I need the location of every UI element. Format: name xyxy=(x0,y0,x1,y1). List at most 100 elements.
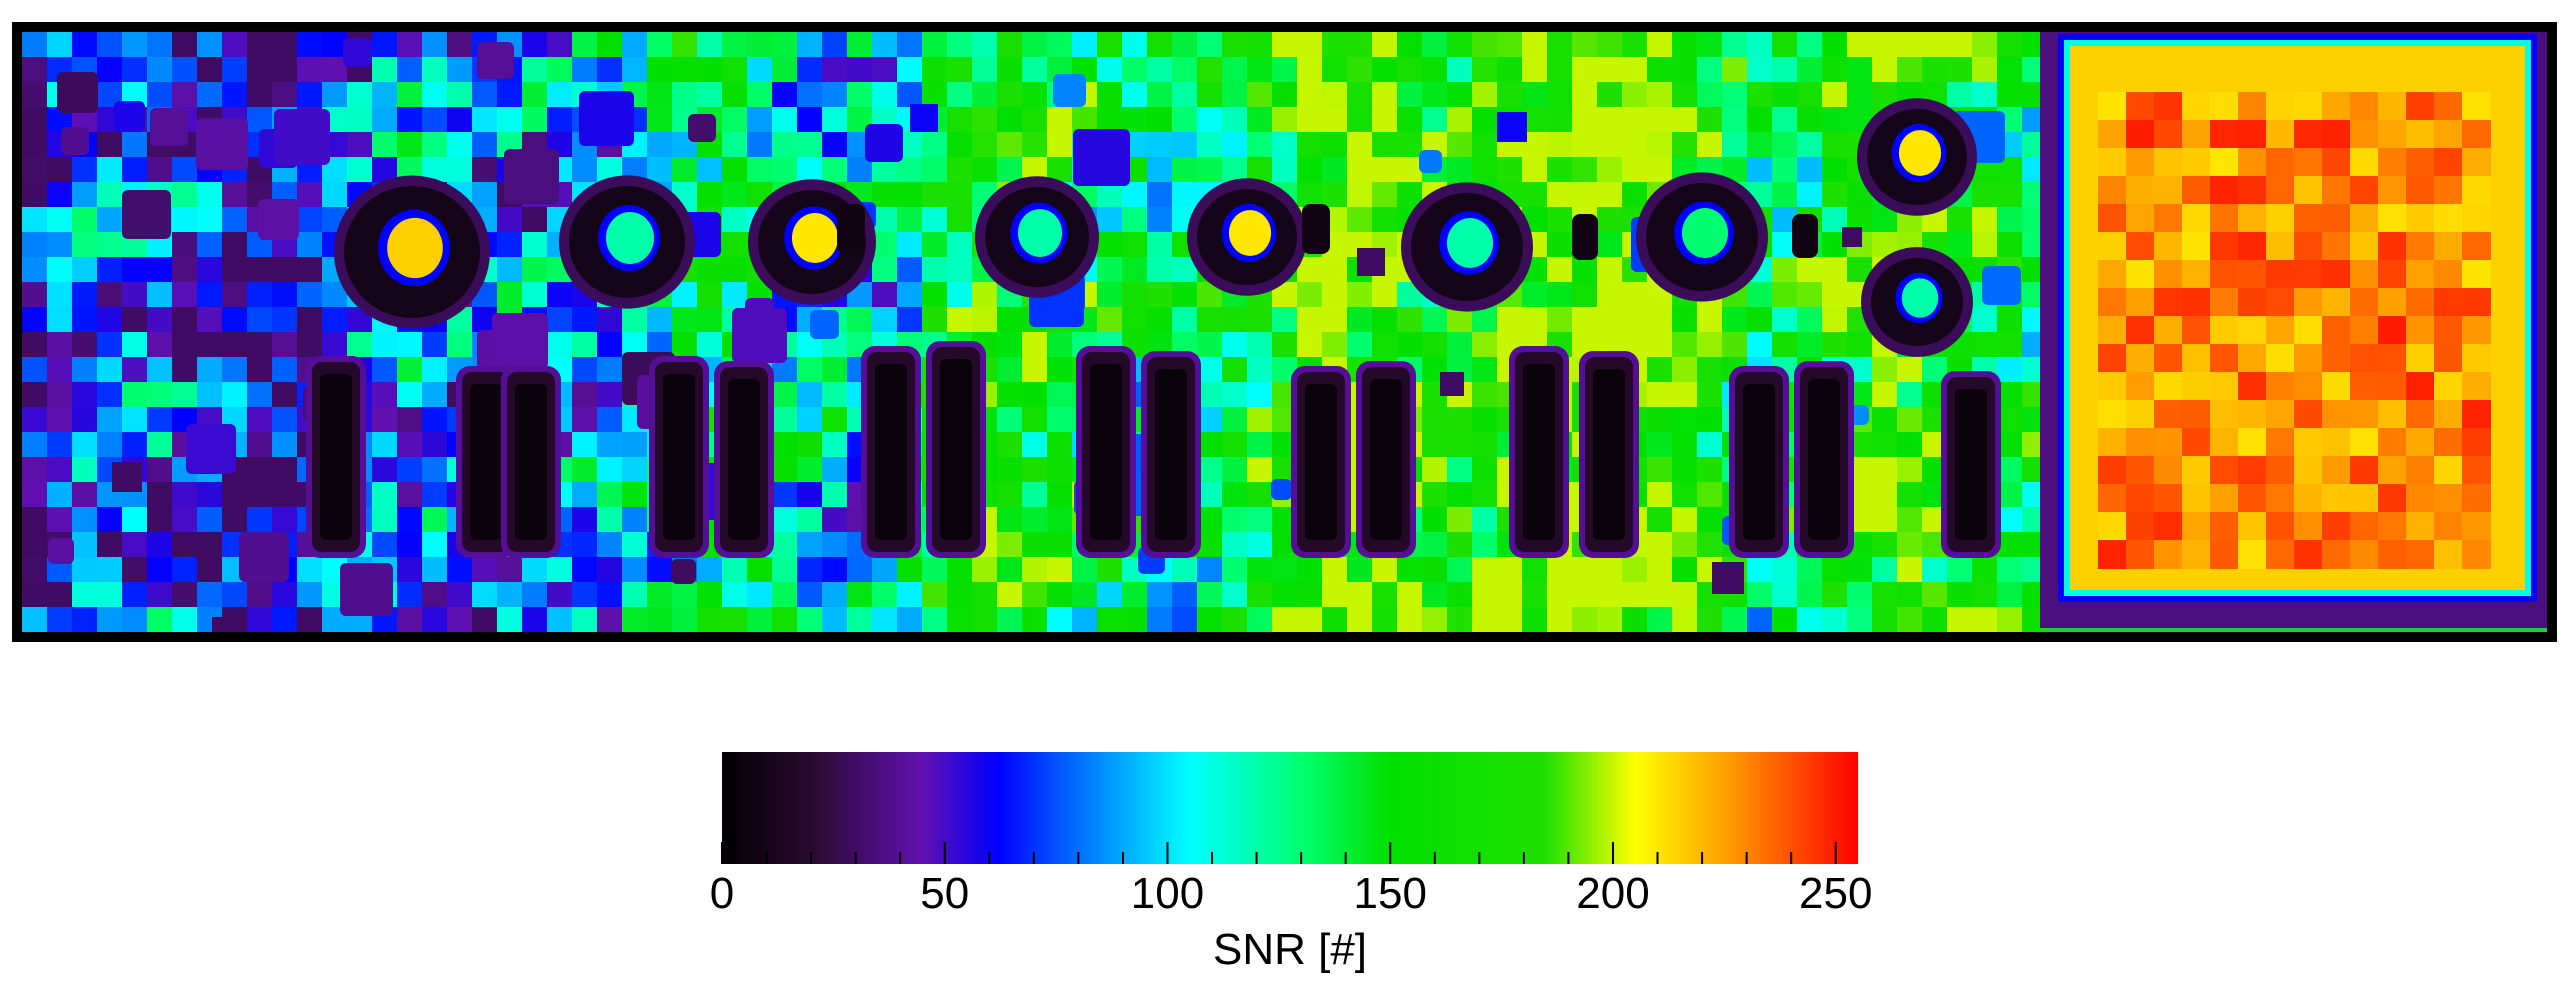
square-cell xyxy=(2294,288,2323,317)
heatmap-cell xyxy=(622,482,648,508)
heatmap-cell xyxy=(822,57,848,83)
heatmap-cell xyxy=(1122,282,1148,308)
square-cell xyxy=(2210,540,2239,569)
heatmap-cell xyxy=(172,482,198,508)
heatmap-cell xyxy=(272,257,298,283)
heatmap-cell xyxy=(1522,307,1548,333)
square-cell xyxy=(2154,120,2183,149)
heatmap-cell xyxy=(822,157,848,183)
heatmap-cell xyxy=(1472,557,1498,583)
heatmap-cell xyxy=(1247,432,1273,458)
square-cell xyxy=(2406,484,2435,513)
heatmap-cell xyxy=(1197,132,1223,158)
heatmap-cell xyxy=(1672,382,1698,408)
heatmap-cell xyxy=(1772,132,1798,158)
circle-feature-center xyxy=(1228,210,1272,256)
heatmap-cell xyxy=(1097,232,1123,258)
square-cell xyxy=(2322,92,2351,121)
heatmap-cell xyxy=(247,57,273,83)
heatmap-cell xyxy=(1747,107,1773,133)
square-cell xyxy=(2098,92,2127,121)
square-cell xyxy=(2322,344,2351,373)
heatmap-cell xyxy=(1147,32,1173,58)
heatmap-cell xyxy=(297,232,323,258)
heatmap-cell xyxy=(1047,582,1073,608)
heatmap-cell xyxy=(247,82,273,108)
heatmap-cell xyxy=(222,232,248,258)
square-cell xyxy=(2266,176,2295,205)
heatmap-cell xyxy=(172,182,198,208)
heatmap-cell xyxy=(1197,407,1223,433)
heatmap-cell xyxy=(1172,557,1198,583)
square-cell xyxy=(2406,148,2435,177)
small-square-feature xyxy=(212,617,240,632)
heatmap-cell xyxy=(172,607,198,632)
heatmap-cell xyxy=(1447,507,1473,533)
heatmap-cell xyxy=(1122,257,1148,283)
square-cell xyxy=(2098,204,2127,233)
heatmap-cell xyxy=(97,407,123,433)
heatmap-cell xyxy=(1747,282,1773,308)
heatmap-cell xyxy=(1372,82,1398,108)
bar-feature-core xyxy=(320,374,352,540)
heatmap-cell xyxy=(997,582,1023,608)
heatmap-cell xyxy=(1647,357,1673,383)
heatmap-cell xyxy=(397,557,423,583)
square-cell xyxy=(2406,176,2435,205)
heatmap-cell xyxy=(1397,332,1423,358)
heatmap-cell xyxy=(572,457,598,483)
heatmap-cell xyxy=(897,157,923,183)
heatmap-cell xyxy=(772,32,798,58)
heatmap-cell xyxy=(1247,532,1273,558)
heatmap-cell xyxy=(247,607,273,632)
heatmap-cell xyxy=(1447,532,1473,558)
square-cell xyxy=(2210,344,2239,373)
heatmap-cell xyxy=(1647,307,1673,333)
heatmap-cell xyxy=(172,557,198,583)
colorbar-ticks: 0 50 100 150 200 250 xyxy=(710,842,1872,918)
heatmap-cell xyxy=(1022,407,1048,433)
heatmap-cell xyxy=(1322,557,1348,583)
heatmap-cell xyxy=(1047,507,1073,533)
heatmap-cell xyxy=(372,132,398,158)
heatmap-cell xyxy=(1697,332,1723,358)
heatmap-cell xyxy=(1997,332,2023,358)
heatmap-cell xyxy=(947,57,973,83)
square-cell xyxy=(2182,456,2211,485)
heatmap-cell xyxy=(1247,382,1273,408)
heatmap-cell xyxy=(697,32,723,58)
square-cell xyxy=(2406,232,2435,261)
circle-feature-center xyxy=(791,213,839,263)
square-cell xyxy=(2406,540,2435,569)
heatmap-cell xyxy=(147,482,173,508)
heatmap-cell xyxy=(597,57,623,83)
heatmap-cell xyxy=(372,82,398,108)
heatmap-cell xyxy=(272,407,298,433)
heatmap-cell xyxy=(1372,307,1398,333)
heatmap-cell xyxy=(1722,132,1748,158)
heatmap-cell xyxy=(1997,182,2023,208)
heatmap-cell xyxy=(922,132,948,158)
heatmap-cell xyxy=(497,582,523,608)
heatmap-cell xyxy=(1222,307,1248,333)
heatmap-cell xyxy=(597,482,623,508)
heatmap-cell xyxy=(472,107,498,133)
heatmap-cell xyxy=(1122,232,1148,258)
heatmap-cell xyxy=(172,507,198,533)
heatmap-cell xyxy=(272,457,298,483)
square-cell xyxy=(2378,512,2407,541)
heatmap-cell xyxy=(522,82,548,108)
heatmap-cell xyxy=(272,382,298,408)
heatmap-cell xyxy=(122,407,148,433)
heatmap-blob xyxy=(671,559,696,584)
heatmap-cell xyxy=(1772,32,1798,58)
square-cell xyxy=(2322,428,2351,457)
heatmap-cell xyxy=(1347,307,1373,333)
heatmap-cell xyxy=(1997,82,2023,108)
heatmap-cell xyxy=(747,157,773,183)
heatmap-cell xyxy=(1197,532,1223,558)
heatmap-cell xyxy=(522,282,548,308)
heatmap-cell xyxy=(1022,107,1048,133)
heatmap-cell xyxy=(1772,607,1798,632)
heatmap-cell xyxy=(572,532,598,558)
